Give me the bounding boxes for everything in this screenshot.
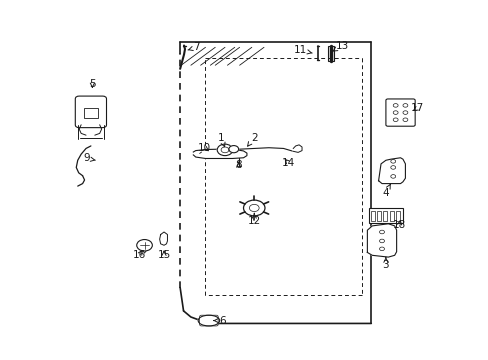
Text: 8: 8	[235, 160, 242, 170]
Bar	[328, 45, 333, 61]
FancyBboxPatch shape	[385, 99, 414, 126]
Text: 13: 13	[332, 41, 348, 51]
Text: 7: 7	[187, 42, 200, 52]
Text: 14: 14	[281, 158, 294, 168]
Text: 5: 5	[89, 79, 96, 89]
Text: 10: 10	[198, 143, 211, 153]
Bar	[383, 211, 386, 221]
Polygon shape	[193, 149, 246, 158]
Text: 3: 3	[382, 257, 388, 270]
Text: 2: 2	[247, 133, 257, 146]
Text: 15: 15	[157, 249, 170, 260]
Bar	[368, 208, 402, 224]
Polygon shape	[378, 158, 405, 184]
FancyBboxPatch shape	[75, 96, 106, 128]
Text: 18: 18	[392, 220, 406, 230]
Bar	[370, 211, 374, 221]
Bar	[389, 211, 393, 221]
Text: 16: 16	[133, 249, 146, 260]
Text: 6: 6	[213, 316, 225, 325]
Text: 11: 11	[293, 45, 311, 55]
Polygon shape	[366, 224, 396, 257]
Text: 9: 9	[83, 153, 95, 163]
Bar	[84, 108, 98, 118]
Text: 1: 1	[217, 133, 224, 147]
Circle shape	[228, 145, 238, 153]
Ellipse shape	[198, 315, 219, 326]
Circle shape	[217, 144, 232, 156]
Bar	[395, 211, 399, 221]
Text: 17: 17	[409, 103, 423, 113]
Circle shape	[137, 239, 152, 251]
Text: 12: 12	[247, 213, 260, 226]
Polygon shape	[159, 232, 167, 245]
Circle shape	[243, 200, 264, 216]
Polygon shape	[293, 145, 302, 152]
Text: 4: 4	[382, 184, 389, 198]
Bar	[376, 211, 380, 221]
